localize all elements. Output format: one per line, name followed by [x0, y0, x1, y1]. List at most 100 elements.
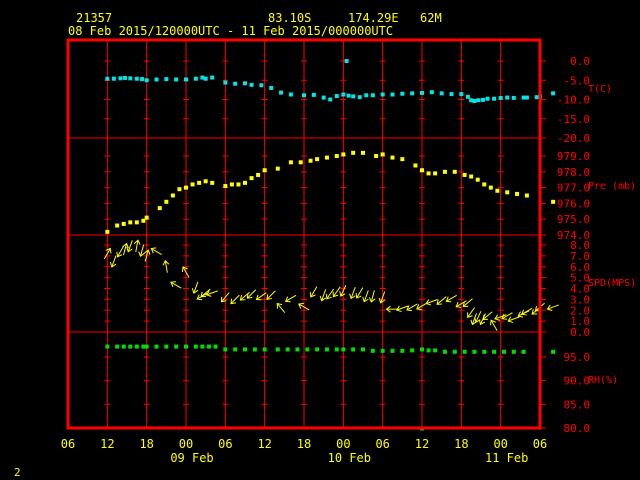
- wind-arrow-head: [143, 249, 151, 255]
- wind-arrow: [162, 260, 170, 273]
- temperature-point: [351, 94, 356, 99]
- temperature-point: [492, 96, 497, 101]
- wind-arrow-head: [326, 293, 332, 300]
- wind-arrow-shaft: [200, 288, 211, 298]
- y-tick-label: 977.0: [557, 182, 590, 195]
- temperature-point: [174, 77, 179, 82]
- temperature-point: [210, 75, 215, 80]
- temperature-point: [140, 77, 145, 82]
- wind-arrow-shaft: [151, 248, 162, 255]
- wind-arrow: [200, 288, 211, 298]
- humidity-point: [324, 347, 329, 352]
- x-day-label: 09 Feb: [170, 451, 213, 465]
- wind-arrow-head: [467, 312, 473, 319]
- humidity-point: [184, 344, 188, 349]
- temperature-point: [111, 76, 116, 81]
- x-tick-label: 12: [100, 437, 114, 451]
- pressure-point: [210, 180, 215, 185]
- pressure-point: [426, 171, 431, 176]
- temperature-point: [429, 90, 434, 95]
- humidity-point: [442, 349, 447, 354]
- temperature-point: [420, 90, 424, 95]
- wind-arrow: [494, 314, 507, 321]
- pressure-point: [157, 206, 162, 211]
- temperature-point: [505, 95, 510, 100]
- humidity-point: [472, 349, 477, 354]
- temperature-point: [321, 95, 326, 100]
- wind-arrow-head: [298, 302, 304, 309]
- wind-arrow-shaft: [266, 290, 276, 300]
- temperature-point: [128, 76, 133, 81]
- wind-arrow-head: [138, 251, 145, 258]
- wind-arrow-shaft: [380, 291, 386, 304]
- pressure-point: [482, 182, 487, 187]
- temperature-point: [105, 76, 110, 81]
- panel-dividers: [68, 137, 546, 333]
- wind-arrow-shaft: [276, 303, 286, 313]
- y-tick-label: 2.0: [570, 304, 590, 317]
- temperature-point: [154, 77, 159, 82]
- wind-arrow: [103, 247, 112, 260]
- wind-arrow-head: [339, 291, 346, 297]
- wind-arrow: [436, 296, 447, 305]
- humidity-point: [334, 347, 339, 352]
- wind-arrow-shaft: [230, 294, 240, 304]
- wind-arrow: [230, 294, 240, 305]
- temperature-point: [200, 75, 205, 80]
- y-tick-label: -10.0: [557, 94, 590, 107]
- pressure-point: [262, 168, 267, 173]
- pressure-point: [413, 163, 418, 168]
- wind-arrow: [126, 240, 133, 253]
- wind-arrow-head: [436, 299, 443, 305]
- temperature-point: [410, 91, 415, 96]
- wind-arrow: [116, 246, 124, 258]
- temperature-point: [551, 91, 556, 96]
- wind-arrow-shaft: [285, 294, 297, 302]
- wind-arrow: [395, 305, 409, 313]
- temperature-point: [346, 93, 351, 98]
- wind-arrow: [406, 303, 418, 312]
- wind-arrow-head: [478, 319, 486, 326]
- wind-arrow: [298, 302, 310, 311]
- y-tick-label: 3.0: [570, 293, 590, 306]
- temperature-point: [334, 94, 339, 99]
- humidity-point: [141, 344, 146, 349]
- temperature-point: [521, 95, 526, 100]
- humidity-point: [501, 349, 506, 354]
- pressure-point: [433, 171, 438, 176]
- humidity-point: [462, 349, 467, 354]
- y-tick-label: 975.0: [557, 213, 590, 226]
- wind-arrow: [138, 244, 145, 258]
- wind-arrow-head: [196, 294, 203, 301]
- wind-arrow-head: [122, 242, 129, 249]
- pressure-point: [341, 152, 346, 157]
- pressure-point: [197, 180, 202, 185]
- humidity-point: [174, 344, 179, 349]
- humidity-point: [262, 347, 267, 352]
- y-tick-label: 1.0: [570, 315, 590, 328]
- wind-arrow-head: [482, 314, 488, 321]
- wind-arrow-head: [494, 314, 500, 321]
- data-marks: [103, 59, 559, 431]
- wind-arrow-head: [474, 317, 481, 323]
- x-tick-label: 18: [454, 437, 468, 451]
- humidity-point: [492, 349, 497, 354]
- wind-arrow-shaft: [206, 290, 219, 296]
- wind-arrow: [378, 291, 386, 304]
- tick-labels: 0.0 -5.0 -10.0 -15.0 -20.0 T(C) 979.0 978.0 977.…: [61, 55, 636, 465]
- humidity-point: [128, 344, 133, 349]
- y-tick-label: 979.0: [557, 150, 590, 163]
- pressure-point: [380, 152, 385, 157]
- pressure-point: [236, 182, 241, 187]
- wind-arrow-head: [416, 304, 422, 310]
- temperature-point: [524, 95, 529, 100]
- x-tick-label: 12: [415, 437, 429, 451]
- pressure-point: [315, 157, 320, 162]
- humidity-point: [433, 348, 438, 353]
- wind-arrow: [109, 255, 117, 268]
- wind-arrow-head: [349, 293, 356, 300]
- wind-arrow-head: [425, 299, 432, 306]
- temperature-point: [380, 92, 385, 97]
- humidity-point: [315, 347, 320, 352]
- wind-arrow: [191, 281, 199, 294]
